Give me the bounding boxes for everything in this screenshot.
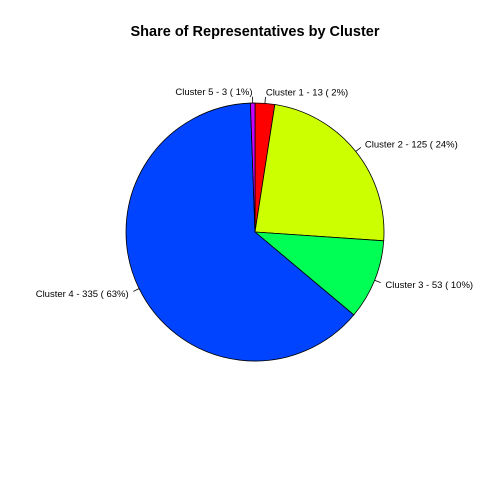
pie-leader-1 xyxy=(264,96,266,104)
pie-leader-4 xyxy=(133,288,140,292)
pie-slice-3 xyxy=(253,231,385,316)
pie-slice-4 xyxy=(125,102,355,362)
pie-label-1: Cluster 1 - 13 ( 2%) xyxy=(266,87,348,98)
pie-label-3: Cluster 3 - 53 ( 10%) xyxy=(385,280,473,291)
chart-title: Share of Representatives by Cluster xyxy=(130,24,379,40)
pie-label-2: Cluster 2 - 125 ( 24%) xyxy=(365,140,458,151)
pie-slice-2 xyxy=(254,104,385,242)
pie-leader-3 xyxy=(374,279,381,283)
pie-labels: Cluster 1 - 13 ( 2%) Cluster 2 - 125 ( 24… xyxy=(36,87,473,300)
pie-slices xyxy=(125,102,385,362)
pie-label-5: Cluster 5 - 3 ( 1%) xyxy=(175,87,252,98)
pie-leader-2 xyxy=(355,147,362,152)
pie-label-4: Cluster 4 - 335 ( 63%) xyxy=(36,289,129,300)
